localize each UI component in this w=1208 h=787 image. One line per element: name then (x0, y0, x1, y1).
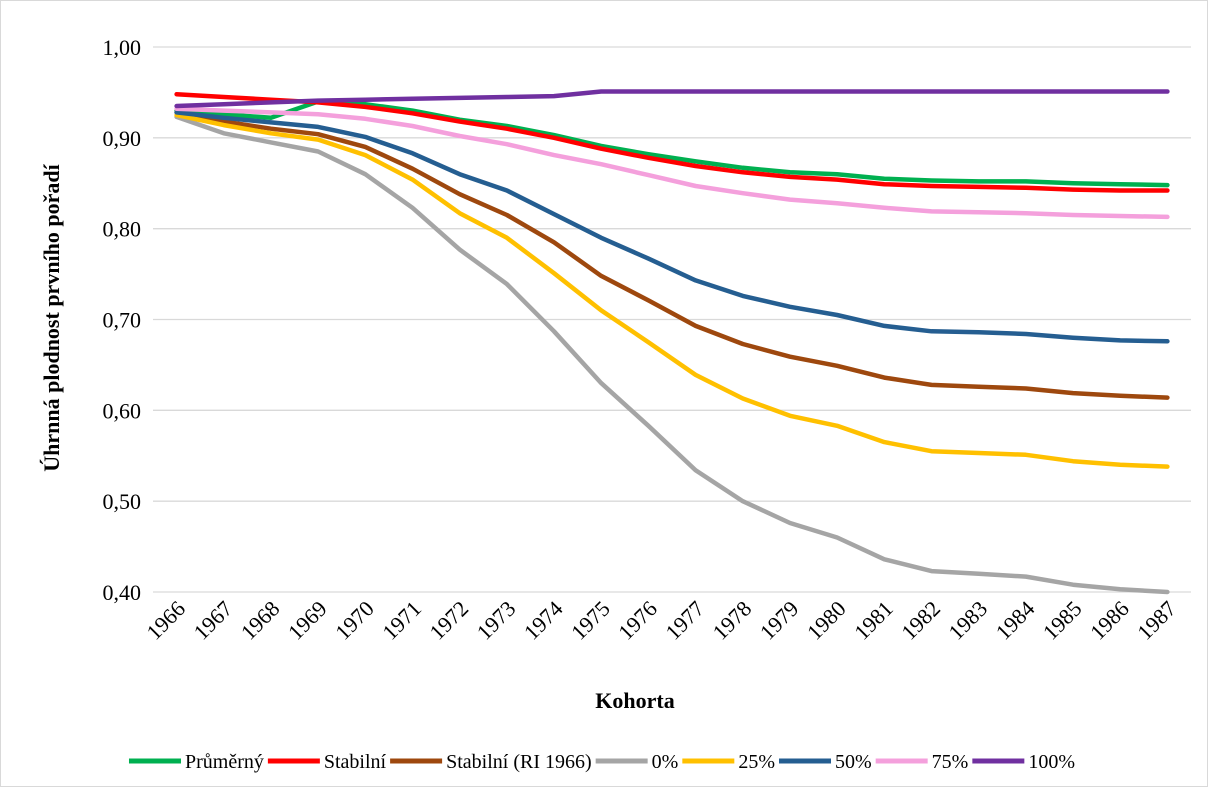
x-tick-label: 1969 (283, 596, 332, 645)
x-tick-label: 1987 (1132, 596, 1181, 645)
legend-label: Průměrný (185, 751, 264, 773)
x-axis-title: Kohorta (595, 688, 674, 713)
legend-item: 75% (875, 751, 969, 773)
x-tick-label: 1978 (708, 596, 757, 645)
series-line-75 (174, 106, 1170, 220)
x-tick-label: 1973 (472, 596, 521, 645)
series-line-0 (174, 114, 1170, 595)
x-tick-label: 1968 (236, 596, 285, 645)
gridlines (153, 46, 1191, 593)
y-axis-title: Úhrnná plodnost prvního pořadí (39, 163, 64, 471)
legend-item: 50% (779, 751, 872, 773)
series-line-50 (174, 110, 1170, 344)
x-tick-label: 1967 (189, 596, 238, 645)
legend-item: Průměrný (128, 751, 264, 773)
legend-label: 0% (652, 751, 679, 773)
y-tick-label: 0,40 (103, 580, 142, 605)
y-tick-labels: 0,40 0,50 0,60 0,70 0,80 0,90 1,00 (103, 35, 142, 605)
x-tick-label: 1970 (330, 596, 379, 645)
legend: Průměrný Stabilní Stabilní (RI 1966) 0% 25% 5… (128, 751, 1075, 773)
legend-item: 0% (595, 751, 679, 773)
y-tick-label: 0,80 (103, 217, 142, 242)
x-tick-label: 1975 (566, 596, 615, 645)
x-tick-label: 1971 (377, 596, 426, 645)
legend-label: 50% (835, 751, 872, 773)
x-tick-label: 1976 (613, 596, 662, 645)
series-line-stabiln (174, 91, 1170, 193)
series-line-100 (174, 89, 1170, 109)
x-tick-labels: 1966196719681969197019711972197319741975… (141, 596, 1181, 645)
series-line-stabiln-ri-1966 (174, 110, 1170, 400)
legend-label: 75% (932, 751, 969, 773)
x-tick-label: 1984 (991, 596, 1040, 645)
x-tick-label: 1972 (424, 596, 473, 645)
legend-label: Stabilní (RI 1966) (446, 751, 592, 773)
legend-item: Stabilní (267, 751, 387, 773)
legend-item: Stabilní (RI 1966) (390, 751, 592, 773)
x-tick-label: 1986 (1085, 596, 1134, 645)
x-tick-label: 1982 (896, 596, 945, 645)
series-lines (174, 89, 1170, 595)
x-tick-label: 1979 (755, 596, 804, 645)
y-tick-label: 0,50 (103, 489, 142, 514)
y-tick-label: 0,70 (103, 308, 142, 333)
y-tick-label: 0,60 (103, 398, 142, 423)
x-tick-label: 1985 (1038, 596, 1087, 645)
x-tick-label: 1974 (519, 596, 568, 645)
y-tick-label: 1,00 (103, 35, 142, 60)
legend-item: 100% (972, 751, 1075, 773)
series-line-25 (174, 112, 1170, 469)
x-tick-label: 1983 (943, 596, 992, 645)
x-tick-label: 1981 (849, 596, 898, 645)
legend-label: 25% (738, 751, 775, 773)
x-tick-label: 1980 (802, 596, 851, 645)
legend-label: Stabilní (324, 751, 387, 773)
y-tick-label: 0,90 (103, 126, 142, 151)
legend-item: 25% (682, 751, 775, 773)
legend-label: 100% (1028, 751, 1075, 773)
x-tick-label: 1966 (141, 596, 190, 645)
x-tick-label: 1977 (660, 596, 709, 645)
